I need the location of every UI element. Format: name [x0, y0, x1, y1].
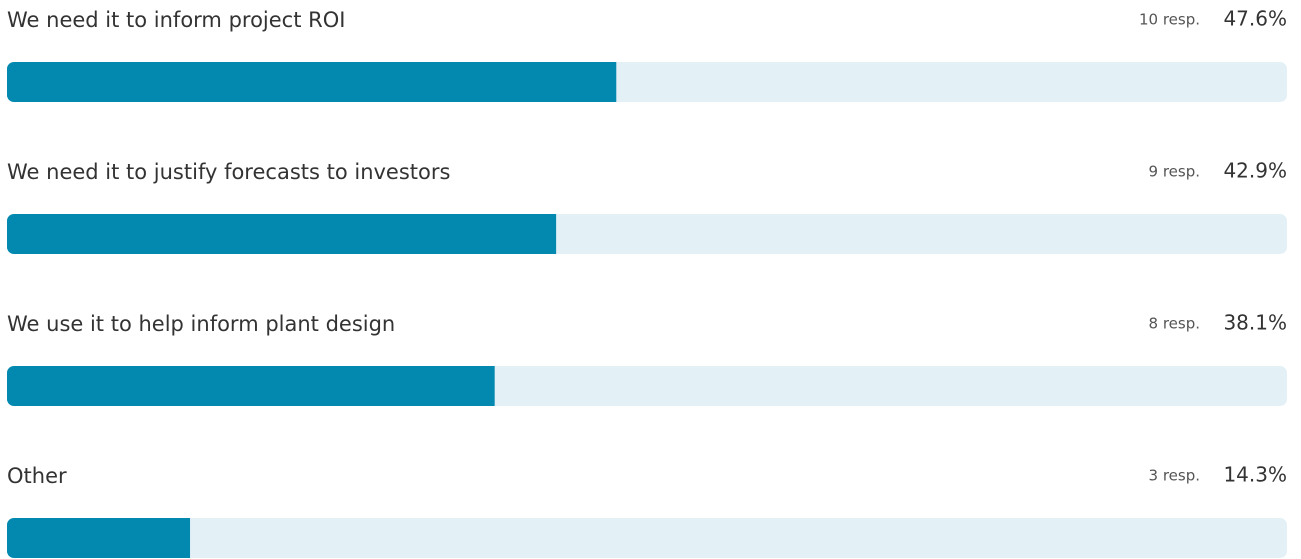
bar [7, 366, 495, 406]
bar [7, 518, 191, 558]
value-label: 42.9% [1223, 159, 1287, 183]
response-label: 9 resp. [1149, 163, 1200, 181]
value-label: 47.6% [1223, 7, 1287, 31]
category-label: We need it to inform project ROI [7, 8, 345, 32]
response-label: 3 resp. [1149, 467, 1200, 485]
value-label: 14.3% [1223, 463, 1287, 487]
response-label: 10 resp. [1139, 11, 1200, 29]
value-label: 38.1% [1223, 311, 1287, 335]
response-label: 8 resp. [1149, 315, 1200, 333]
bar-track [7, 518, 1287, 558]
bar [7, 214, 557, 254]
category-label: Other [7, 464, 67, 488]
category-label: We use it to help inform plant design [7, 312, 395, 336]
bar [7, 62, 617, 102]
category-label: We need it to justify forecasts to inves… [7, 160, 450, 184]
